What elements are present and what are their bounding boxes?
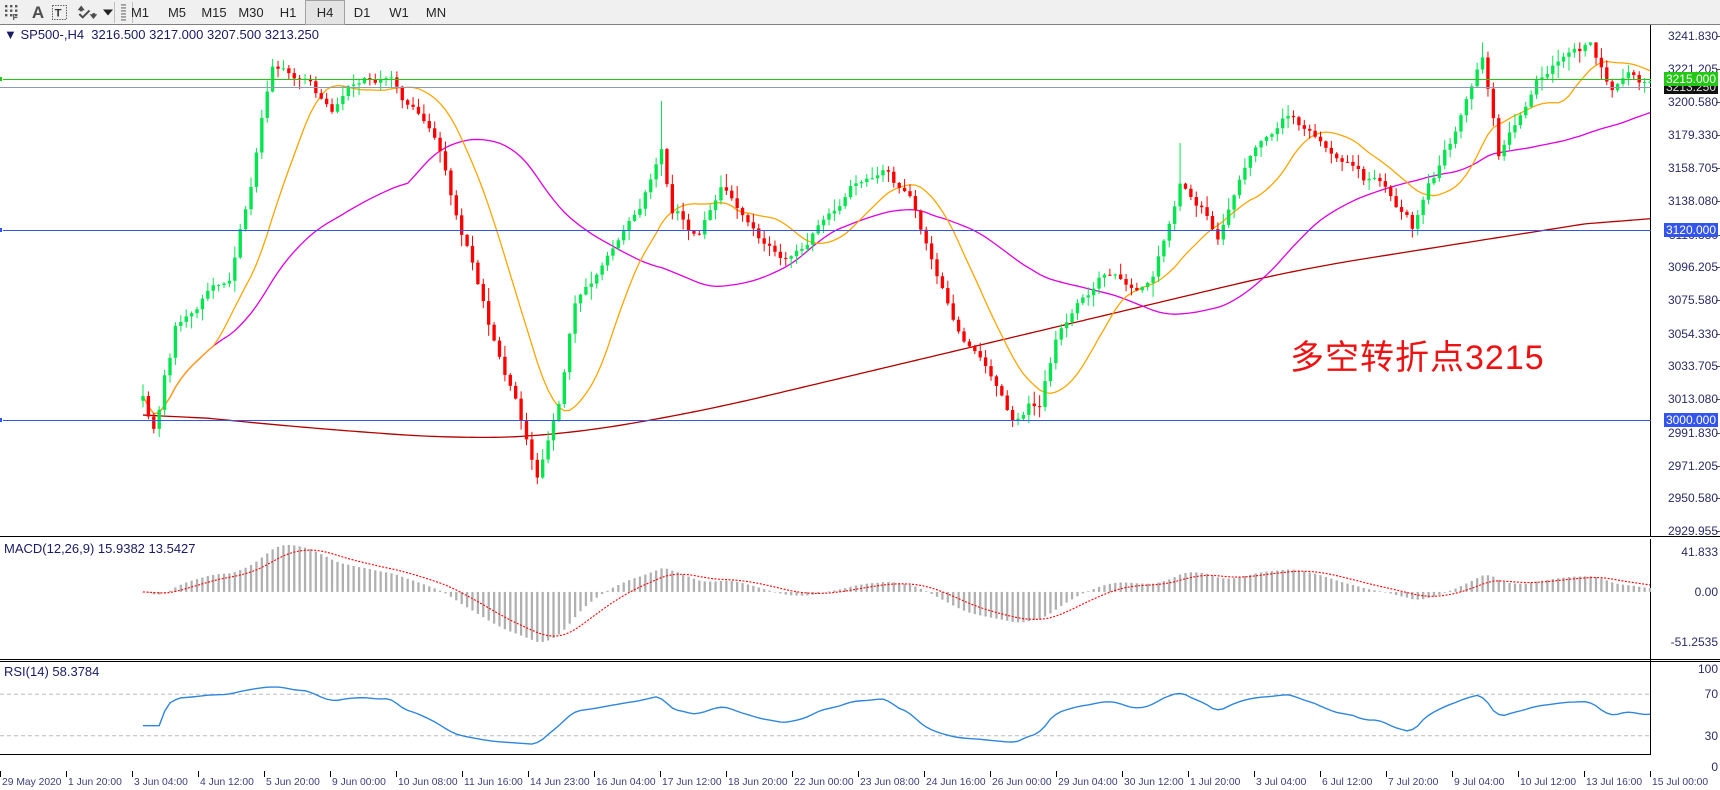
svg-text:T: T	[55, 8, 62, 20]
svg-text:F: F	[12, 12, 17, 20]
